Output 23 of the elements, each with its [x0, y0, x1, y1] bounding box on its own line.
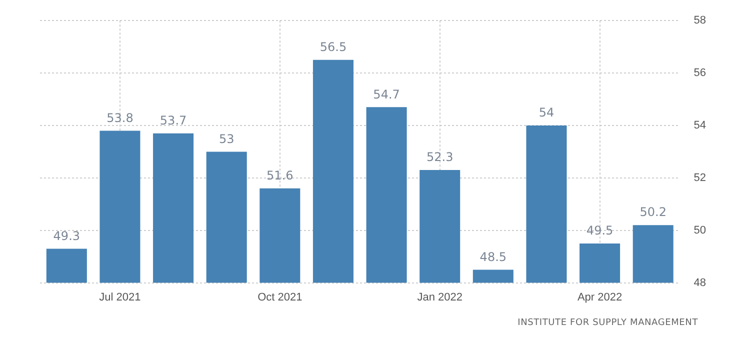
y-tick-label: 48: [694, 276, 706, 289]
x-tick-label: Oct 2021: [258, 291, 302, 304]
x-tick-label: Jul 2021: [99, 291, 141, 304]
x-tick-label: Apr 2022: [577, 291, 622, 304]
data-label: 53: [218, 132, 234, 146]
data-label: 54: [538, 106, 554, 120]
data-label: 56.5: [320, 40, 347, 54]
data-label: 48.5: [480, 250, 507, 264]
y-tick-label: 50: [694, 224, 706, 236]
data-label: 49.5: [586, 224, 614, 238]
y-tick-label: 52: [694, 172, 706, 184]
y-tick-label: 58: [694, 14, 706, 27]
y-tick-label: 54: [694, 120, 706, 132]
data-label: 54.7: [373, 87, 400, 102]
data-label: 51.6: [266, 168, 294, 183]
data-label: 52.3: [426, 150, 454, 164]
data-label: 50.2: [640, 205, 666, 220]
data-label: 53.8: [106, 110, 134, 125]
y-tick-label: 56: [694, 67, 706, 80]
data-label: 49.3: [53, 228, 80, 243]
data-label: 53.7: [160, 113, 187, 128]
x-tick-label: Jan 2022: [417, 291, 462, 304]
text: INSTITUTE FOR SUPPLY MANAGEMENT: [516, 318, 698, 328]
